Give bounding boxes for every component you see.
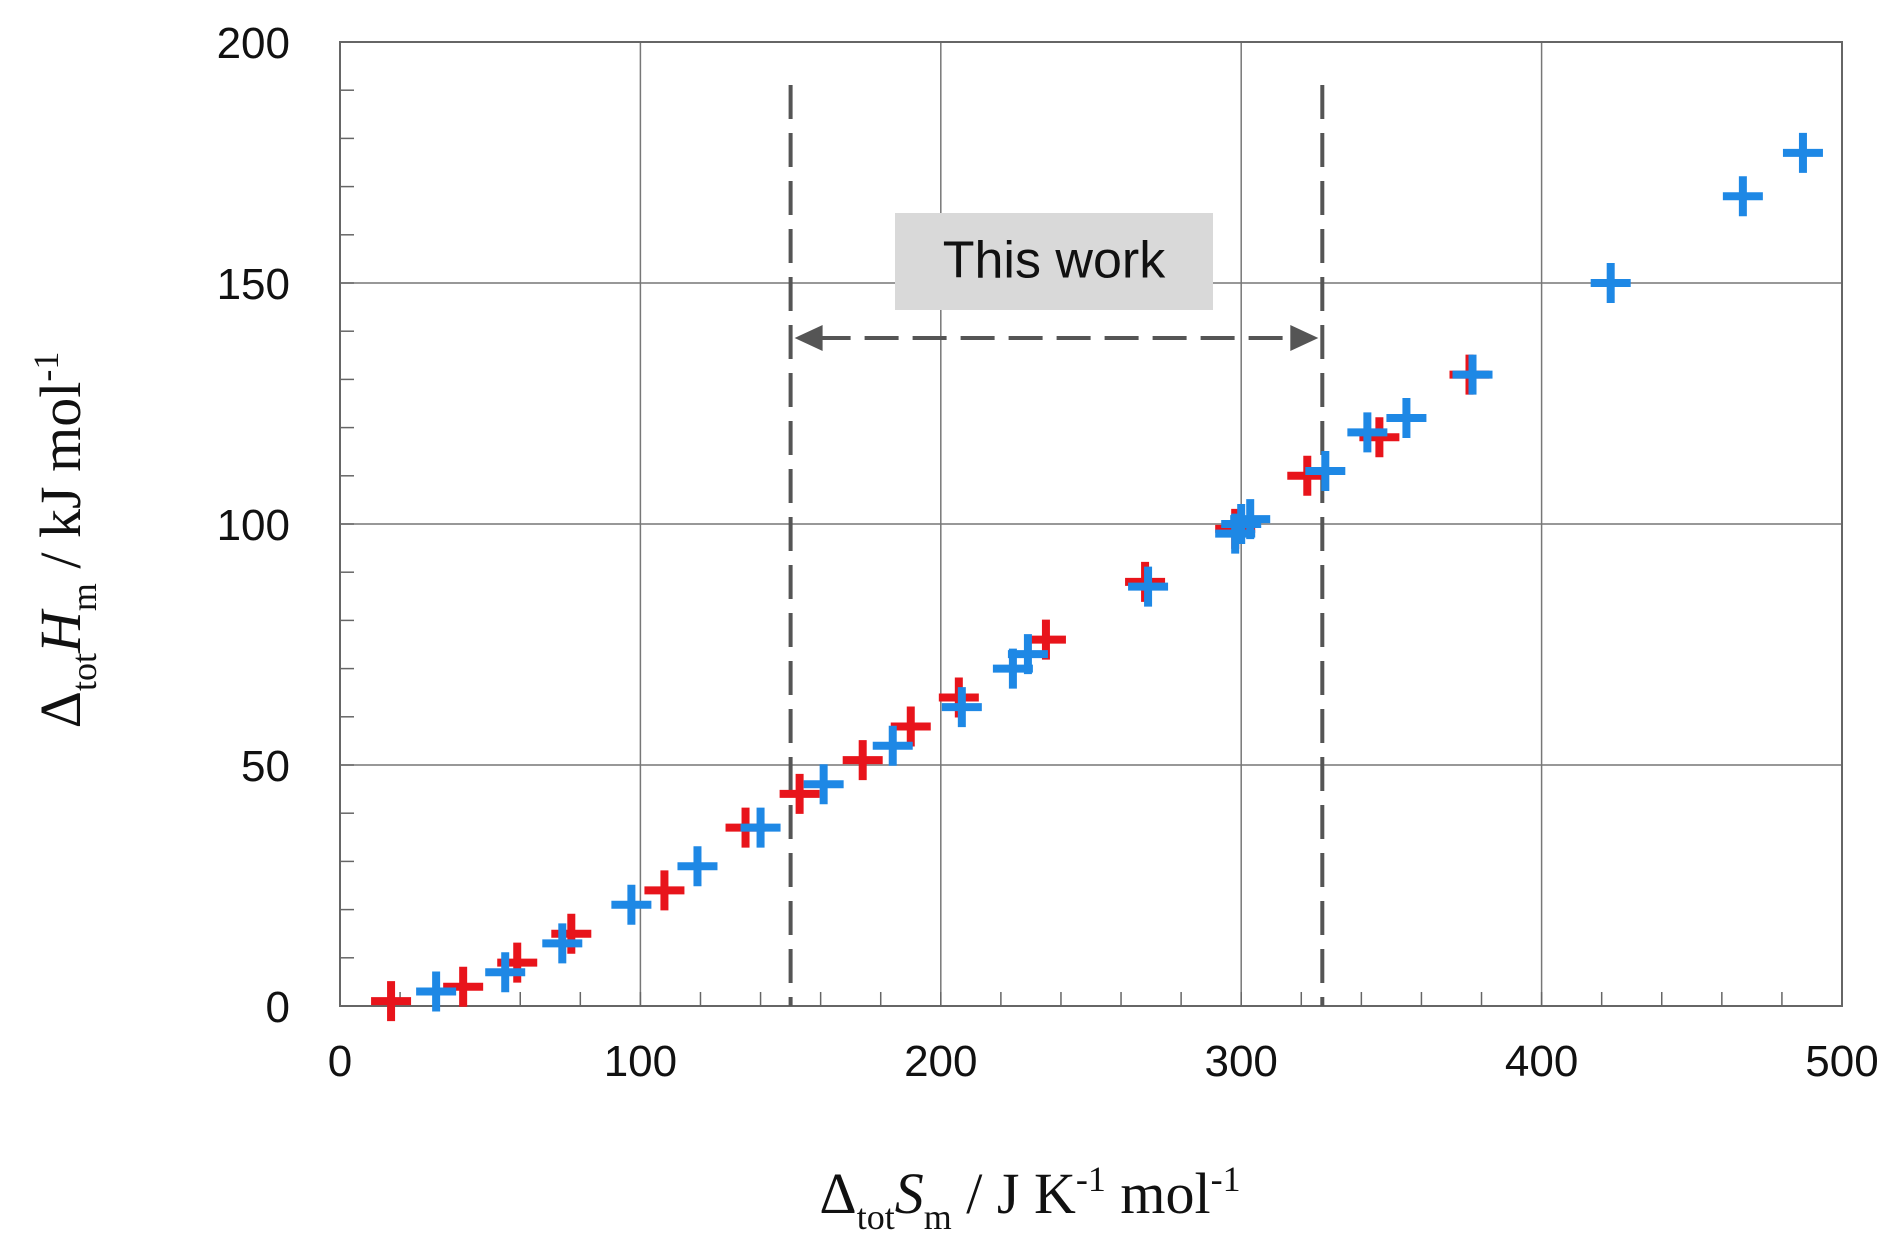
annotation-box — [895, 213, 1213, 310]
red-plus-marker — [1287, 455, 1328, 496]
x-tick-label: 300 — [1204, 1037, 1277, 1086]
blue-plus-marker — [1347, 412, 1388, 453]
blue-plus-marker — [1221, 504, 1262, 544]
minor-ticks — [339, 41, 1843, 1007]
x-tick-label: 400 — [1505, 1037, 1578, 1086]
y-tick-label: 0 — [266, 983, 290, 1032]
y-tick-label: 150 — [217, 260, 290, 309]
blue-plus-marker — [1590, 263, 1631, 303]
blue-plus-marker — [416, 971, 457, 1012]
red-plus-marker — [644, 870, 685, 911]
y-tick-label: 200 — [217, 19, 290, 68]
red-plus-marker — [371, 981, 412, 1022]
x-tick-labels: 0 100 200 300 400 500 — [328, 1037, 1879, 1086]
blue-plus-marker — [1386, 397, 1427, 438]
annotation-label: This work — [943, 232, 1166, 290]
data-points — [371, 132, 1823, 1022]
grid — [340, 42, 1842, 1006]
x-axis-label: ΔtotSm / J K-1 mol-1 — [819, 1159, 1240, 1237]
red-plus-marker — [779, 773, 820, 814]
blue-plus-marker — [1452, 354, 1493, 395]
blue-plus-marker — [872, 725, 913, 766]
blue-plus-marker — [740, 807, 781, 848]
blue-plus-marker — [677, 846, 718, 887]
blue-plus-marker — [485, 952, 526, 993]
blue-plus-marker — [1782, 132, 1823, 173]
blue-plus-marker — [803, 764, 844, 805]
blue-plus-marker — [1007, 634, 1048, 675]
blue-plus-marker — [1230, 499, 1271, 540]
y-tick-label: 50 — [241, 742, 290, 791]
y-tick-label: 100 — [217, 501, 290, 550]
blue-plus-marker — [611, 884, 652, 925]
blue-plus-marker — [1128, 566, 1169, 607]
blue-plus-marker — [941, 687, 982, 728]
x-tick-label: 100 — [604, 1037, 677, 1086]
blue-plus-marker — [1722, 176, 1763, 217]
red-plus-marker — [551, 913, 592, 954]
plot-frame — [339, 41, 1843, 1007]
x-tick-label: 200 — [904, 1037, 977, 1086]
annotation: This work — [788, 85, 1325, 1006]
x-tick-label: 0 — [328, 1037, 352, 1086]
blue-plus-marker — [1305, 450, 1346, 491]
arrow-head-left-icon — [794, 325, 823, 351]
red-plus-marker — [842, 740, 883, 781]
arrow-head-right-icon — [1290, 325, 1319, 351]
red-plus-marker — [890, 706, 931, 747]
x-tick-label: 500 — [1805, 1037, 1878, 1086]
y-tick-labels: 0 50 100 150 200 — [217, 19, 290, 1032]
y-axis-label: ΔtotHm / kJ mol-1 — [26, 352, 104, 729]
red-plus-marker — [443, 966, 484, 1007]
blue-plus-marker — [542, 923, 583, 964]
